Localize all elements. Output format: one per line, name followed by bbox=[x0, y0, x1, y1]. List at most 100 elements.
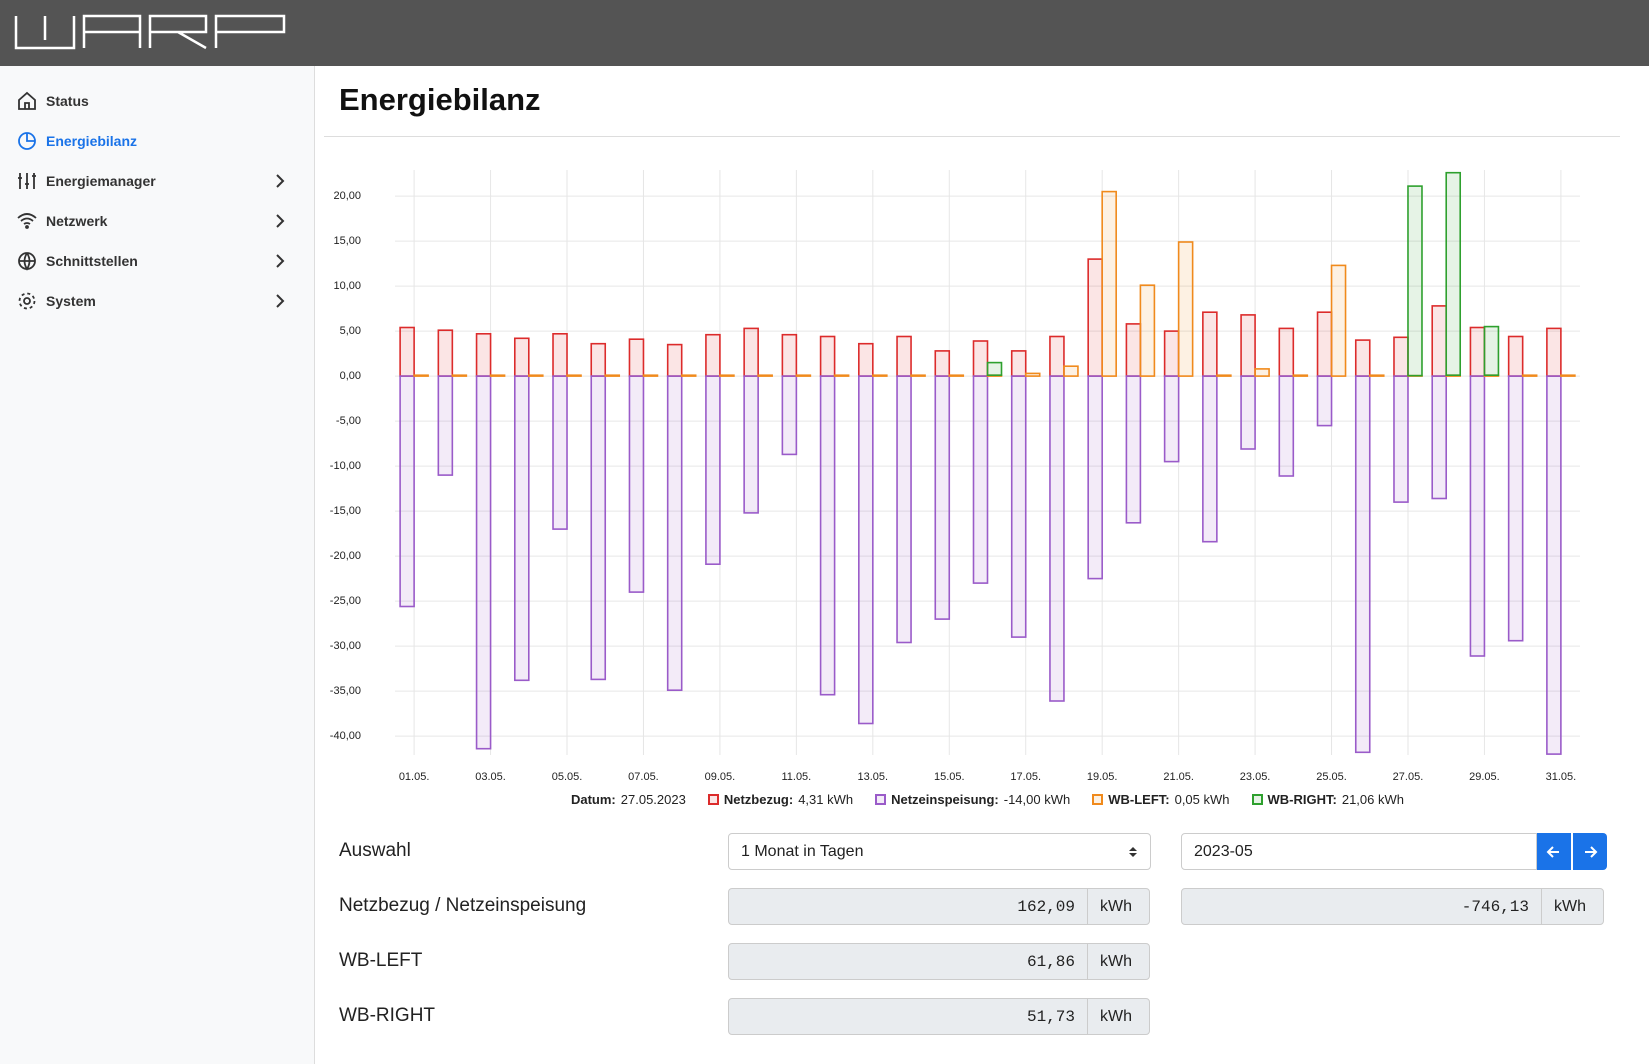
tooltip-label: Netzbezug: bbox=[723, 792, 794, 807]
bar bbox=[858, 342, 874, 377]
bar bbox=[1278, 327, 1295, 377]
legend-swatch bbox=[875, 794, 887, 805]
bar bbox=[1278, 375, 1295, 477]
tooltip-value: 0,05 kWh bbox=[1174, 792, 1230, 807]
tooltip-value: -14,00 kWh bbox=[1003, 792, 1071, 807]
bar bbox=[1049, 375, 1065, 702]
bar bbox=[1368, 374, 1385, 377]
y-tick-label: 15,00 bbox=[333, 235, 361, 247]
select-value: 1 Monat in Tagen bbox=[741, 842, 864, 860]
unit-label: kWh bbox=[1087, 888, 1150, 925]
x-tick-label: 09.05. bbox=[705, 771, 736, 783]
bar bbox=[858, 375, 874, 725]
selection-label: Auswahl bbox=[339, 840, 411, 861]
bar bbox=[1521, 374, 1538, 377]
bar bbox=[475, 332, 492, 377]
bar bbox=[948, 374, 965, 377]
tooltip-date-value: 27.05.2023 bbox=[620, 792, 686, 807]
x-tick-label: 31.05. bbox=[1546, 771, 1577, 783]
legend-swatch bbox=[1251, 794, 1263, 805]
bar bbox=[781, 375, 798, 456]
bar bbox=[1393, 336, 1409, 377]
y-tick-label: -10,00 bbox=[330, 460, 361, 472]
bar bbox=[628, 338, 645, 377]
x-tick-label: 29.05. bbox=[1469, 771, 1500, 783]
bar bbox=[1010, 350, 1027, 377]
bar bbox=[1546, 327, 1562, 377]
bar bbox=[896, 375, 912, 644]
row-label: WB-LEFT bbox=[339, 950, 423, 971]
bar bbox=[986, 361, 1003, 377]
bar bbox=[1407, 185, 1423, 377]
chevron bbox=[276, 174, 285, 188]
nav-item[interactable]: Energiebilanz bbox=[16, 126, 296, 156]
nav-item[interactable]: Netzwerk bbox=[16, 206, 296, 236]
nav-icon bbox=[18, 91, 36, 110]
nav-item[interactable]: Status bbox=[16, 86, 296, 116]
nav-button[interactable] bbox=[1537, 833, 1571, 870]
sidebar: Status Energiebilanz Energiemanager Netzwer… bbox=[0, 66, 315, 1064]
bar bbox=[781, 333, 798, 377]
bar bbox=[1507, 375, 1524, 642]
bar bbox=[1177, 241, 1194, 377]
readonly-value: -746,13 bbox=[1181, 888, 1542, 925]
bar bbox=[1202, 311, 1218, 377]
bar bbox=[743, 375, 759, 514]
bar bbox=[910, 374, 926, 377]
bar bbox=[1240, 375, 1256, 450]
tooltip-label: Netzeinspeisung: bbox=[891, 792, 999, 807]
bar bbox=[680, 374, 697, 377]
bar bbox=[972, 375, 989, 584]
bar bbox=[1469, 326, 1486, 377]
nav-label: Energiebilanz bbox=[46, 133, 138, 149]
bar bbox=[795, 374, 812, 377]
bar bbox=[934, 350, 951, 377]
bar bbox=[566, 374, 582, 377]
bar bbox=[1330, 264, 1347, 377]
bar bbox=[1469, 375, 1486, 657]
bar bbox=[552, 375, 568, 530]
x-tick-label: 23.05. bbox=[1240, 771, 1271, 783]
tooltip-item: Netzeinspeisung: -14,00 kWh bbox=[875, 792, 1070, 807]
y-tick-label: 20,00 bbox=[333, 190, 361, 202]
y-tick-label: -25,00 bbox=[330, 595, 361, 607]
bar bbox=[757, 374, 773, 377]
tooltip-item: Netzbezug: 4,31 kWh bbox=[707, 792, 853, 807]
nav-icon bbox=[18, 173, 36, 189]
bar bbox=[934, 375, 951, 620]
x-tick-label: 03.05. bbox=[475, 771, 506, 783]
bar bbox=[475, 375, 492, 750]
bar bbox=[1431, 305, 1448, 377]
nav-item[interactable]: System bbox=[16, 286, 296, 316]
bar bbox=[399, 326, 415, 377]
unit-label: kWh bbox=[1541, 888, 1604, 925]
chevron bbox=[276, 294, 285, 308]
select-arrow bbox=[1129, 846, 1137, 857]
bar bbox=[437, 329, 454, 377]
legend-swatch bbox=[707, 794, 719, 805]
nav-label: System bbox=[46, 293, 96, 309]
nav-item[interactable]: Energiemanager bbox=[16, 166, 296, 196]
x-tick-label: 19.05. bbox=[1087, 771, 1118, 783]
bar bbox=[1560, 374, 1576, 377]
legend-swatch bbox=[1092, 794, 1104, 805]
bar bbox=[1354, 339, 1371, 377]
nav-item[interactable]: Schnittstellen bbox=[16, 246, 296, 276]
period-select[interactable]: 1 Monat in Tagen bbox=[728, 833, 1151, 870]
bar bbox=[1063, 365, 1079, 377]
tooltip-value: 21,06 kWh bbox=[1341, 792, 1404, 807]
bar bbox=[1010, 375, 1027, 638]
y-tick-label: -15,00 bbox=[330, 505, 361, 517]
bar bbox=[1216, 374, 1232, 377]
bar bbox=[413, 374, 429, 377]
tooltip-item: WB-LEFT: 0,05 kWh bbox=[1092, 792, 1230, 807]
bar bbox=[819, 335, 836, 377]
logo[interactable] bbox=[0, 0, 300, 66]
period-input[interactable]: 2023-05 bbox=[1181, 833, 1537, 870]
bar bbox=[552, 332, 568, 377]
tooltip: Datum: 27.05.2023 Netzbezug: 4,31 kWh Netzei… bbox=[395, 792, 1580, 807]
readonly-value: 51,73 bbox=[728, 998, 1088, 1035]
tooltip-item: WB-RIGHT: 21,06 kWh bbox=[1251, 792, 1404, 807]
nav-button[interactable] bbox=[1572, 833, 1607, 870]
y-tick-label: -30,00 bbox=[330, 640, 361, 652]
